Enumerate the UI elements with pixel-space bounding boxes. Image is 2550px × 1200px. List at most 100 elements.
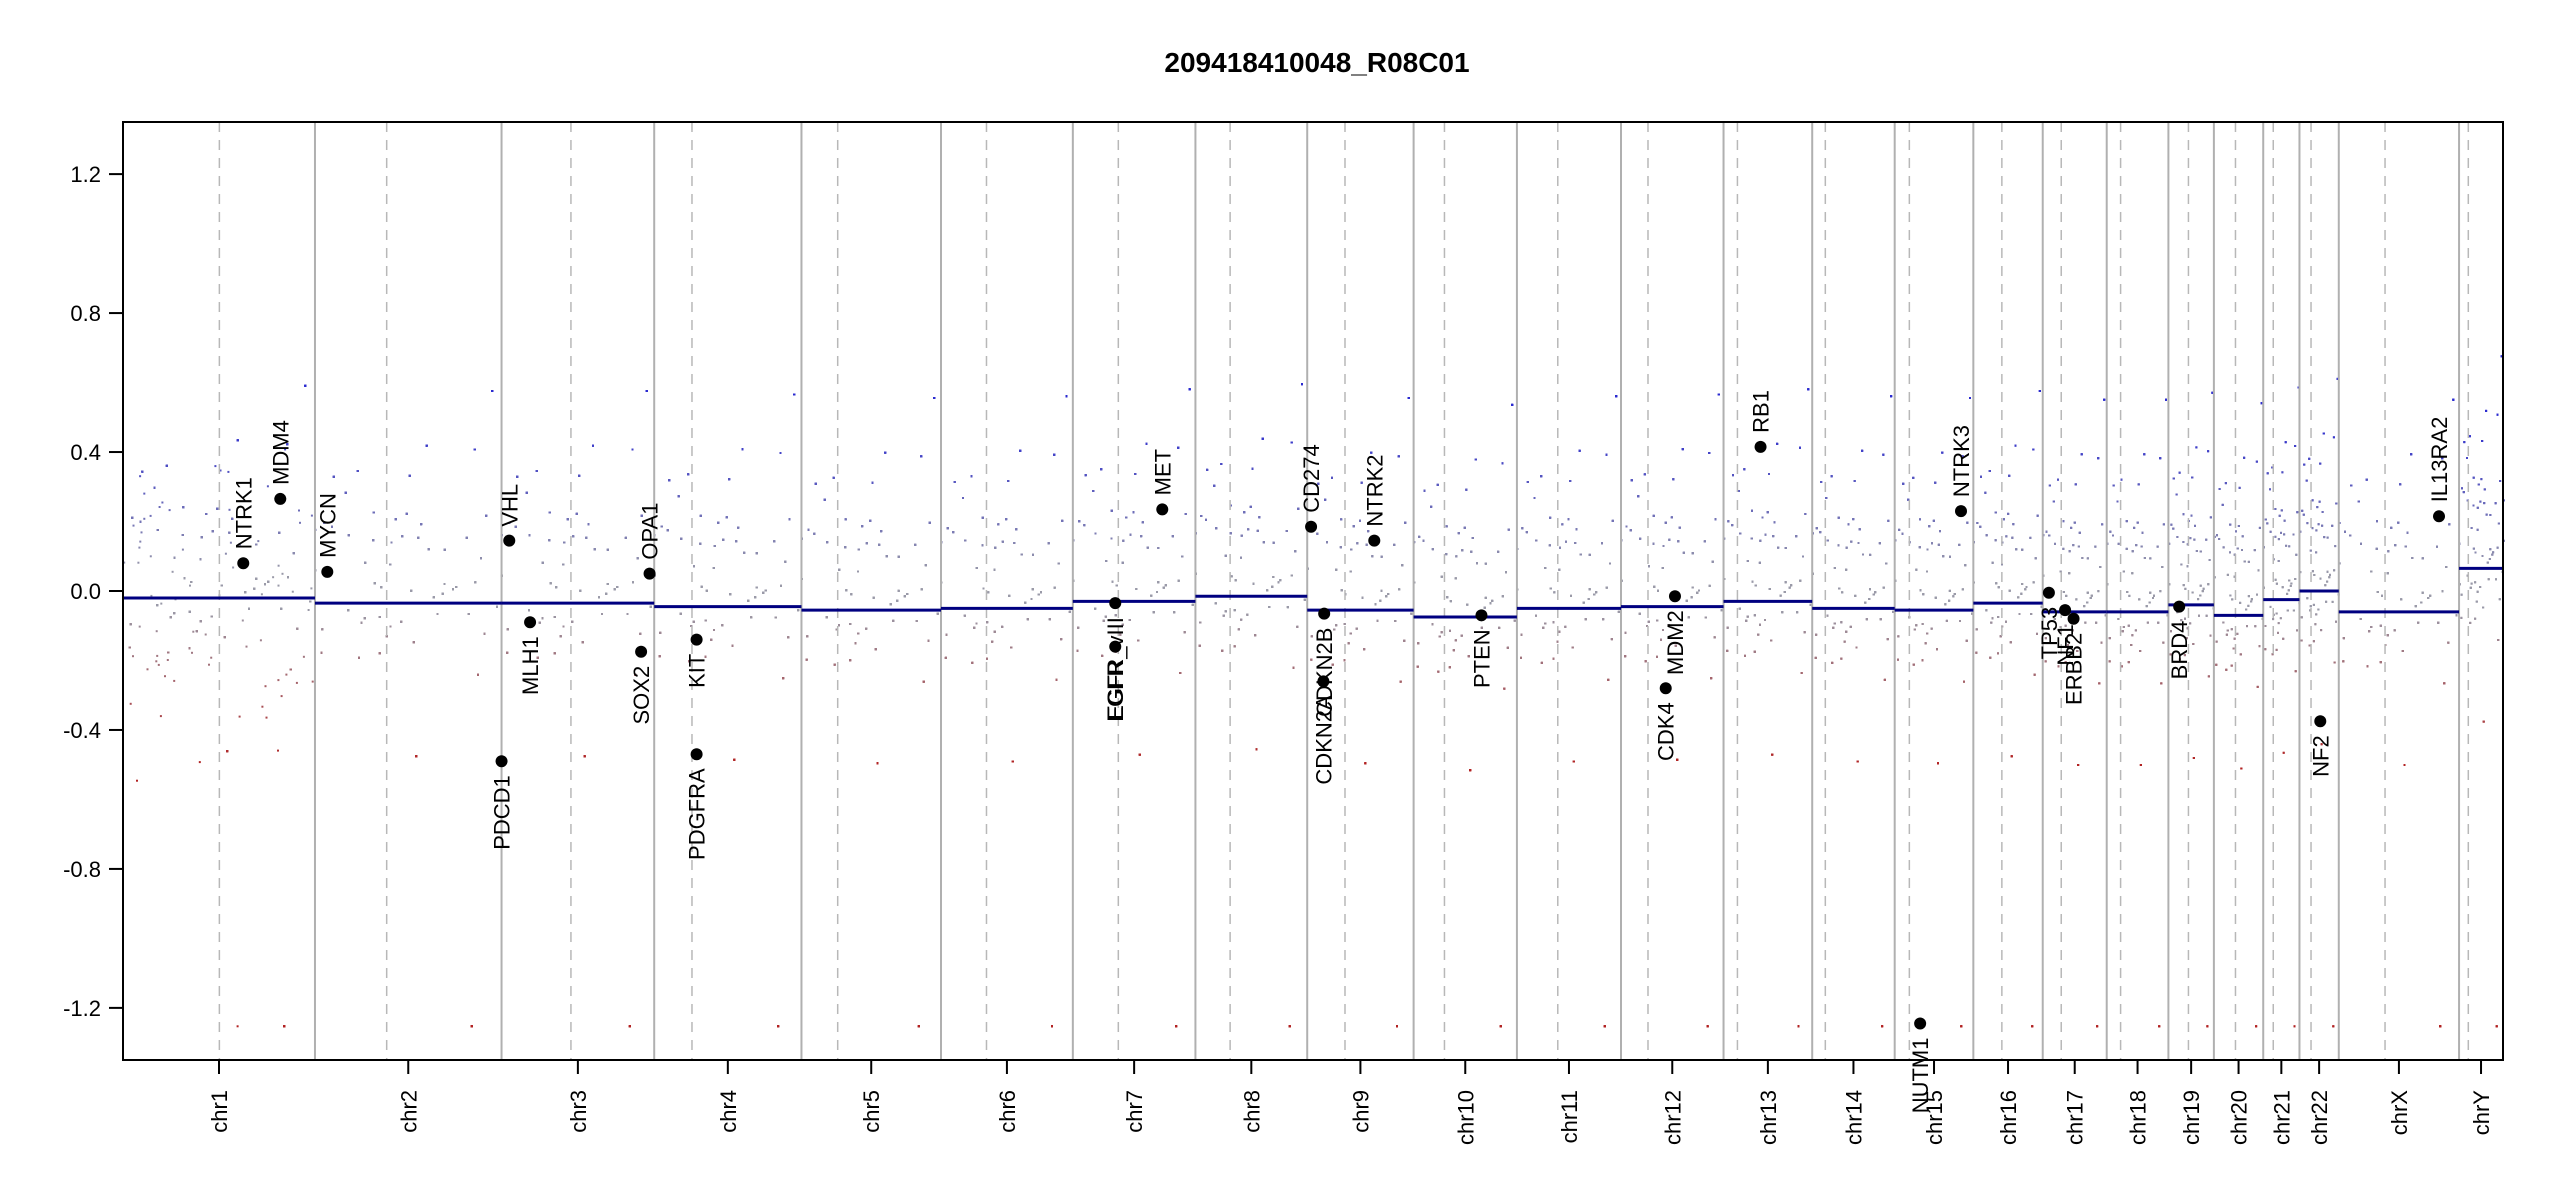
cnv-point <box>161 501 164 504</box>
cnv-point <box>1032 553 1034 556</box>
cnv-point <box>892 619 895 622</box>
cnv-point <box>304 384 307 387</box>
cnv-point <box>1078 520 1081 523</box>
cnv-point <box>277 749 279 752</box>
cnv-point <box>717 521 720 524</box>
cnv-point <box>292 552 295 555</box>
cnv-point <box>307 609 310 611</box>
cnv-point <box>347 534 350 537</box>
cnv-point <box>922 680 925 683</box>
cnv-point <box>1008 594 1011 597</box>
cnv-point <box>750 616 753 619</box>
cnv-point <box>390 541 393 544</box>
cnv-point <box>183 577 186 580</box>
cnv-point <box>210 615 213 618</box>
cnv-point <box>566 518 569 521</box>
cnv-point <box>640 514 643 517</box>
cnv-point <box>408 474 411 477</box>
cnv-point <box>1233 645 1236 648</box>
cnv-point <box>693 565 695 568</box>
cnv-point <box>1141 521 1144 524</box>
cnv-point <box>477 673 479 676</box>
cnv-point <box>986 657 988 660</box>
cnv-point <box>266 485 269 488</box>
cnv-point <box>981 516 984 519</box>
cnv-point <box>616 586 619 588</box>
cnv-point <box>123 561 126 564</box>
cnv-point <box>264 583 266 586</box>
cnv-point <box>710 638 713 641</box>
cnv-point <box>773 540 776 543</box>
cnv-point <box>356 470 359 472</box>
cnv-point <box>155 630 158 633</box>
cnv-point <box>1007 480 1010 482</box>
cnv-point <box>372 539 375 542</box>
cnv-point <box>1230 504 1232 507</box>
cnv-point <box>310 587 313 590</box>
cnv-point <box>157 663 160 666</box>
cnv-point <box>605 592 608 595</box>
cnv-point <box>1247 528 1250 531</box>
cnv-point <box>1105 560 1108 562</box>
cnv-point <box>259 639 262 642</box>
cnv-point <box>347 609 350 612</box>
cnv-point <box>1173 611 1176 614</box>
cnv-point <box>1030 598 1033 600</box>
cnv-point <box>1243 511 1246 514</box>
cnv-point <box>432 596 435 599</box>
cnv-point <box>962 497 964 499</box>
cnv-point <box>323 522 326 524</box>
cnv-point <box>143 517 146 520</box>
cnv-point <box>173 556 176 559</box>
cnv-point <box>1132 511 1135 514</box>
cnv-point <box>260 593 263 596</box>
cnv-point <box>267 580 270 583</box>
cnv-point <box>128 646 131 649</box>
cnv-point <box>1140 535 1143 538</box>
cnv-point <box>1076 649 1079 652</box>
cnv-point <box>897 555 900 558</box>
cnv-point <box>129 623 132 626</box>
cnv-point <box>1296 625 1299 628</box>
cnv-point <box>1252 582 1255 585</box>
cnv-point <box>295 681 298 684</box>
cnv-point <box>436 613 439 615</box>
cnv-point <box>896 599 899 602</box>
cnv-point <box>754 596 757 599</box>
cnv-point <box>1266 589 1269 592</box>
cnv-point <box>1013 542 1016 544</box>
cnv-point <box>1213 484 1216 487</box>
cnv-point <box>729 593 732 596</box>
cnv-point <box>277 679 280 682</box>
cnv-point <box>257 540 260 543</box>
cnv-point <box>1206 468 1209 471</box>
cnv-point <box>296 627 299 630</box>
cnv-point <box>876 762 879 765</box>
cnv-point <box>993 568 996 571</box>
cnv-point <box>725 516 728 519</box>
cnv-point <box>455 586 458 588</box>
cnv-point <box>849 659 852 662</box>
cnv-point <box>483 632 486 635</box>
cnv-point <box>1277 581 1280 584</box>
cnv-point <box>823 498 826 501</box>
cnv-point <box>248 607 250 610</box>
cnv-point <box>415 755 418 758</box>
cnv-point <box>793 393 796 396</box>
cnv-point <box>264 685 267 688</box>
cnv-point <box>452 588 454 591</box>
cnv-point <box>160 602 163 605</box>
cnv-point <box>191 651 193 654</box>
cnv-point <box>219 469 222 472</box>
cnv-point <box>865 542 868 545</box>
cnv-point <box>1181 555 1184 558</box>
cnv-point <box>1164 584 1167 587</box>
cnv-point <box>982 587 985 590</box>
cnv-point <box>1110 537 1113 540</box>
cnv-point <box>199 558 202 561</box>
cnv-point <box>606 548 609 551</box>
cnv-point <box>141 470 144 473</box>
cnv-point <box>385 635 388 638</box>
cnv-point <box>412 641 415 644</box>
cnv-point <box>188 610 191 613</box>
